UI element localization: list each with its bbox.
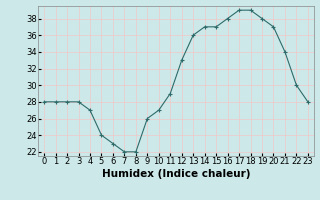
X-axis label: Humidex (Indice chaleur): Humidex (Indice chaleur) [102, 169, 250, 179]
